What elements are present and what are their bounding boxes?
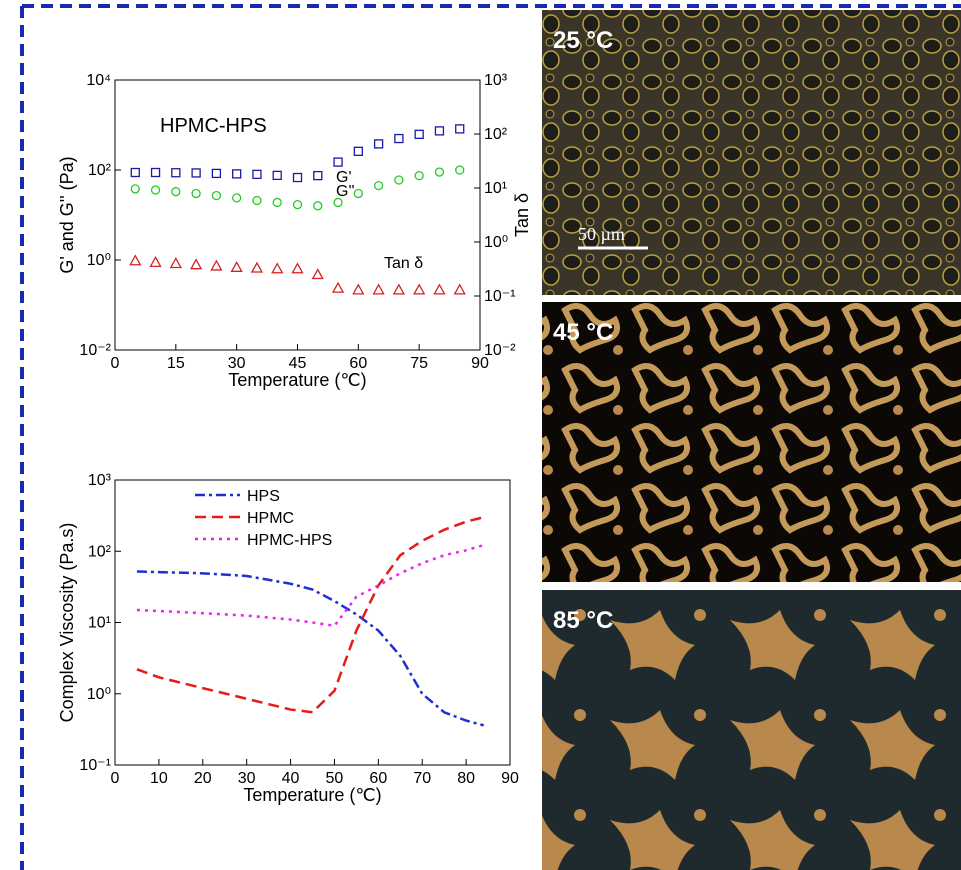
marker	[172, 169, 180, 177]
y-tick-label: 10³	[88, 472, 112, 489]
marker	[273, 198, 281, 206]
marker	[211, 261, 221, 270]
marker	[253, 197, 261, 205]
marker	[415, 172, 423, 180]
marker	[192, 190, 200, 198]
y-tick-label: 10¹	[484, 180, 507, 197]
marker	[212, 192, 220, 200]
marker	[375, 140, 383, 148]
x-tick-label: 0	[111, 770, 120, 787]
marker	[395, 135, 403, 143]
y-tick-label: 10⁻¹	[484, 288, 516, 305]
marker	[131, 185, 139, 193]
marker	[171, 258, 181, 267]
marker	[152, 186, 160, 194]
x-tick-label: 75	[410, 355, 428, 372]
scale-bar-label: 50 µm	[578, 224, 625, 244]
annotation: HPMC-HPS	[160, 115, 267, 137]
marker	[374, 285, 384, 294]
marker	[294, 201, 302, 209]
marker	[354, 147, 362, 155]
y-tick-label: 10⁻¹	[79, 757, 111, 774]
marker	[435, 168, 443, 176]
marker	[334, 158, 342, 166]
legend-label: HPMC	[247, 510, 294, 527]
x-tick-label: 0	[111, 355, 120, 372]
x-tick-label: 10	[150, 770, 168, 787]
x-tick-label: 15	[167, 355, 185, 372]
y-tick-label: 10²	[88, 162, 112, 179]
micrograph-label: 85 °C	[553, 607, 613, 634]
marker	[172, 188, 180, 196]
y-tick-label: 10⁴	[86, 72, 111, 89]
y-tick-label: 10⁰	[484, 234, 508, 251]
marker	[293, 264, 303, 273]
y-tick-label: 10²	[88, 543, 112, 560]
legend-label: HPS	[247, 488, 280, 505]
y-axis-label: Complex Viscosity (Pa.s)	[57, 523, 77, 723]
marker	[152, 168, 160, 176]
figure: 25 °C 45 °C 85 °C 50 µm 015304560759010⁻…	[0, 0, 961, 870]
marker	[354, 190, 362, 198]
marker	[272, 264, 282, 273]
line	[137, 571, 484, 725]
legend-label: HPMC-HPS	[247, 532, 332, 549]
marker	[394, 285, 404, 294]
marker	[192, 169, 200, 177]
x-axis-label: Temperature (℃)	[228, 370, 366, 390]
annotation: Tan δ	[384, 255, 423, 272]
micrograph-label: 45 °C	[553, 319, 613, 346]
marker	[314, 172, 322, 180]
y-axis-label: G' and G'' (Pa)	[57, 156, 77, 273]
marker	[415, 130, 423, 138]
x-tick-label: 80	[457, 770, 475, 787]
marker	[273, 171, 281, 179]
x-tick-label: 90	[501, 770, 519, 787]
marker	[455, 285, 465, 294]
marker	[395, 176, 403, 184]
line	[137, 545, 484, 626]
marker	[414, 285, 424, 294]
y2-axis-label: Tan δ	[512, 193, 532, 237]
micrograph-label: 25 °C	[553, 27, 613, 54]
marker	[375, 182, 383, 190]
y-tick-label: 10¹	[88, 615, 111, 632]
x-axis-label: Temperature (℃)	[243, 785, 381, 805]
marker	[313, 270, 323, 279]
y-tick-label: 10⁻²	[79, 342, 111, 359]
marker	[212, 169, 220, 177]
marker	[294, 174, 302, 182]
y-tick-label: 10²	[484, 126, 508, 143]
marker	[233, 170, 241, 178]
marker	[130, 256, 140, 265]
marker	[233, 194, 241, 202]
marker	[253, 170, 261, 178]
x-tick-label: 20	[194, 770, 212, 787]
marker	[232, 262, 242, 271]
y-tick-label: 10⁰	[87, 686, 111, 703]
marker	[456, 166, 464, 174]
y-tick-label: 10⁻²	[484, 342, 516, 359]
marker	[456, 125, 464, 133]
y-tick-label: 10⁰	[87, 252, 111, 269]
marker	[333, 283, 343, 292]
x-tick-label: 70	[413, 770, 431, 787]
marker	[314, 202, 322, 210]
y-tick-label: 10³	[484, 72, 508, 89]
marker	[131, 168, 139, 176]
marker	[435, 127, 443, 135]
marker	[191, 260, 201, 269]
annotation: G''	[336, 183, 355, 200]
marker	[353, 285, 363, 294]
marker	[434, 285, 444, 294]
marker	[252, 263, 262, 272]
marker	[151, 257, 161, 266]
